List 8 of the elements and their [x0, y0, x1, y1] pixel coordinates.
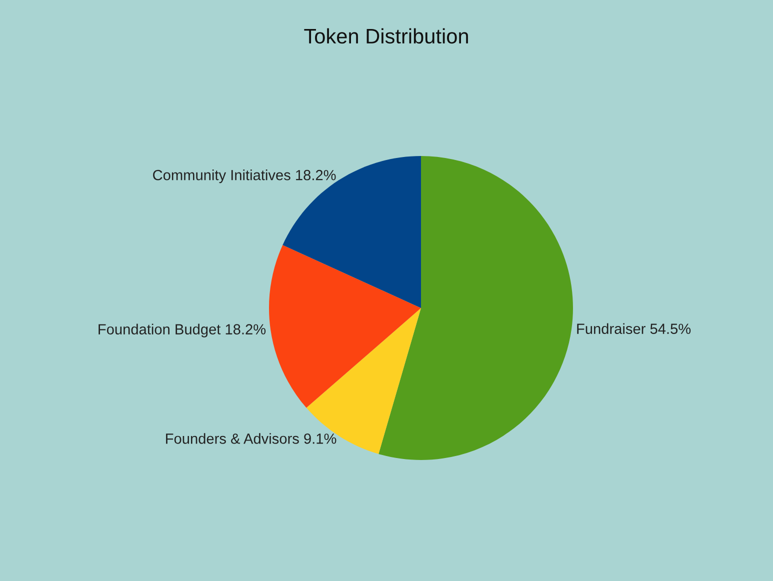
pie-slice	[269, 245, 421, 408]
slice-label: Founders & Advisors 9.1%	[166, 433, 336, 444]
pie-slice	[306, 308, 421, 454]
slice-label: Community Initiatives 18.2%	[153, 170, 336, 184]
pie-slice	[378, 156, 573, 460]
slice-label: Fundraiser 54.5%	[577, 323, 691, 334]
chart-title: Token Distribution	[304, 28, 468, 44]
slice-label: Foundation Budget 18.2%	[98, 324, 266, 338]
